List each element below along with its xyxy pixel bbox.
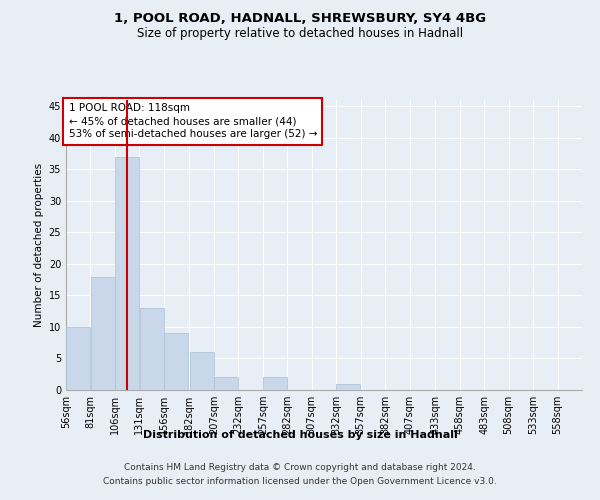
- Bar: [66, 327, 90, 390]
- Bar: [115, 156, 139, 390]
- Text: Distribution of detached houses by size in Hadnall: Distribution of detached houses by size …: [143, 430, 457, 440]
- Bar: [214, 378, 238, 390]
- Bar: [337, 384, 361, 390]
- Text: 1, POOL ROAD, HADNALL, SHREWSBURY, SY4 4BG: 1, POOL ROAD, HADNALL, SHREWSBURY, SY4 4…: [114, 12, 486, 26]
- Bar: [91, 276, 115, 390]
- Bar: [140, 308, 164, 390]
- Y-axis label: Number of detached properties: Number of detached properties: [34, 163, 44, 327]
- Bar: [164, 334, 188, 390]
- Bar: [263, 378, 287, 390]
- Bar: [190, 352, 214, 390]
- Text: Contains public sector information licensed under the Open Government Licence v3: Contains public sector information licen…: [103, 476, 497, 486]
- Text: 1 POOL ROAD: 118sqm
← 45% of detached houses are smaller (44)
53% of semi-detach: 1 POOL ROAD: 118sqm ← 45% of detached ho…: [68, 103, 317, 140]
- Text: Size of property relative to detached houses in Hadnall: Size of property relative to detached ho…: [137, 28, 463, 40]
- Text: Contains HM Land Registry data © Crown copyright and database right 2024.: Contains HM Land Registry data © Crown c…: [124, 463, 476, 472]
